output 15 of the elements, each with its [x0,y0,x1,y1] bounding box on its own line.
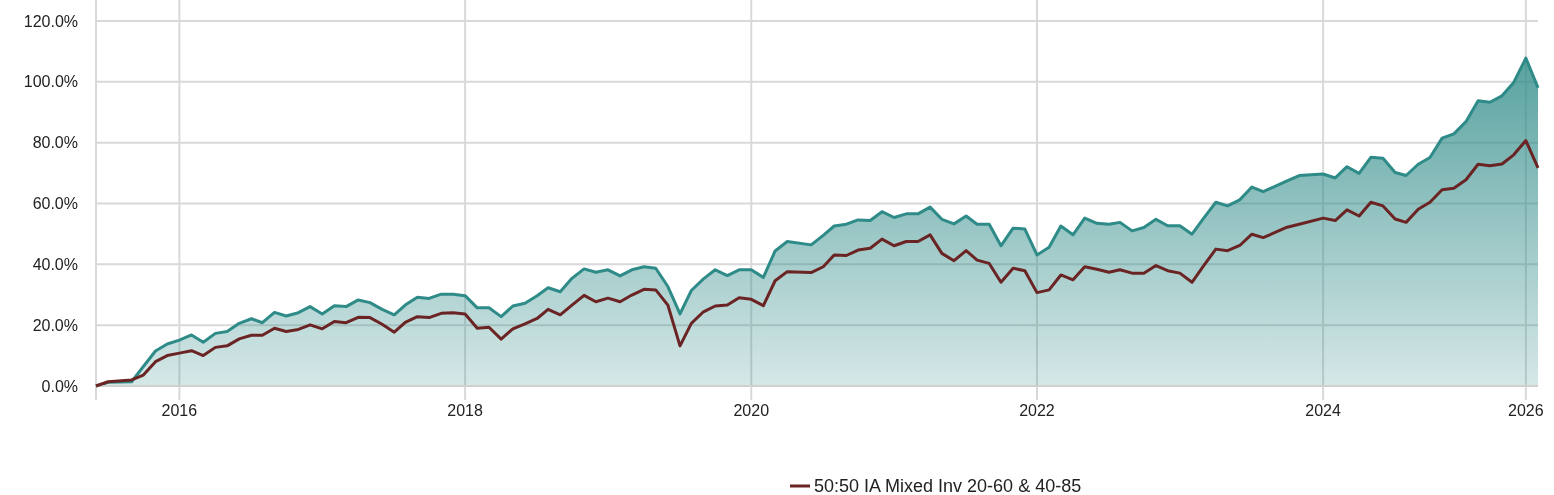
y-tick-label: 40.0% [32,255,78,273]
x-tick-label: 2024 [1305,402,1342,419]
x-tick-label: 2018 [447,402,484,419]
y-tick-label: 60.0% [32,195,78,213]
legend-label: 50:50 IA Mixed Inv 20-60 & 40-85 [814,476,1082,495]
y-tick-label: 100.0% [23,73,78,91]
line-series [94,139,1540,388]
x-tick-label: 2022 [1019,402,1055,419]
x-tick-label: 2026 [1508,402,1544,419]
x-tick-label: 2020 [733,402,770,419]
y-tick-label: 20.0% [32,316,78,334]
y-tick-label: 120.0% [23,12,78,30]
x-tick-label: 2016 [161,402,198,419]
y-tick-label: 80.0% [32,134,78,152]
y-tick-label: 0.0% [41,377,78,395]
